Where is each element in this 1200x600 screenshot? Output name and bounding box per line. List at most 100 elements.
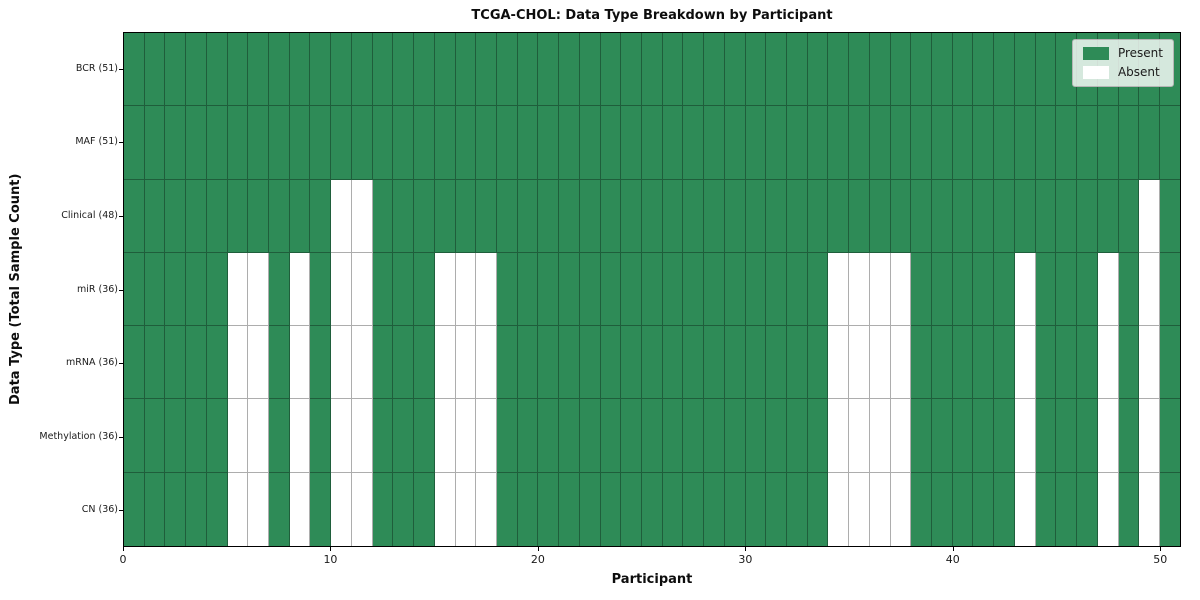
y-tick-label: Methylation (36) [39, 430, 118, 442]
heatmap-cell-present [1035, 179, 1057, 253]
heatmap-cell-present [911, 106, 933, 180]
heatmap-cell-present [662, 106, 684, 180]
heatmap-cell-present [372, 326, 394, 400]
heatmap-cell-present [1035, 399, 1057, 473]
heatmap-cell-present [124, 399, 145, 473]
heatmap-cell-absent [227, 326, 249, 400]
heatmap-cell-absent [351, 252, 373, 327]
heatmap-cell-absent [476, 472, 497, 546]
heatmap-cell-present [186, 179, 207, 253]
heatmap-cell-present [496, 106, 518, 180]
heatmap-cell-present [745, 106, 767, 180]
heatmap-cell-present [538, 252, 560, 327]
heatmap-row [124, 33, 1180, 107]
heatmap-cell-present [1139, 106, 1160, 180]
heatmap-cell-present [621, 106, 642, 180]
heatmap-cell-present [372, 399, 394, 473]
x-tick-label: 0 [119, 553, 127, 566]
y-tick-mark [119, 363, 123, 365]
heatmap-cell-present [289, 106, 311, 180]
heatmap-cell-absent [331, 179, 352, 253]
heatmap-cell-present [1077, 179, 1098, 253]
heatmap-cell-present [828, 33, 850, 107]
heatmap-cell-present [269, 252, 290, 327]
heatmap-cell-present [1014, 179, 1036, 253]
y-tick-label: miR (36) [76, 283, 118, 295]
heatmap-cell-present [517, 252, 539, 327]
heatmap-cell-present [289, 179, 311, 253]
heatmap-cell-present [455, 33, 477, 107]
heatmap-cell-present [621, 252, 642, 327]
heatmap-cell-absent [828, 399, 850, 473]
heatmap-cell-present [787, 106, 808, 180]
heatmap-cell-present [496, 179, 518, 253]
heatmap-cell-absent [1139, 399, 1160, 473]
heatmap-cell-present [496, 472, 518, 546]
heatmap-cell-present [787, 326, 808, 400]
heatmap-cell-present [1056, 252, 1078, 327]
heatmap-cell-present [973, 179, 995, 253]
y-tick-mark [119, 215, 123, 217]
heatmap-cell-present [372, 33, 394, 107]
heatmap-cell-absent [434, 399, 456, 473]
heatmap-cell-present [1118, 399, 1140, 473]
heatmap-row [124, 399, 1180, 473]
heatmap-cell-present [579, 33, 601, 107]
heatmap-cell-present [849, 106, 870, 180]
heatmap-cell-absent [1139, 326, 1160, 400]
heatmap-cell-present [206, 252, 228, 327]
heatmap-cell-absent [455, 326, 477, 400]
heatmap-cell-present [206, 179, 228, 253]
heatmap-cell-present [994, 106, 1015, 180]
heatmap-cell-present [683, 106, 705, 180]
heatmap-cell-present [828, 106, 850, 180]
heatmap-cell-present [683, 472, 705, 546]
heatmap-cell-present [600, 472, 622, 546]
heatmap-cell-present [1159, 252, 1180, 327]
heatmap-cell-present [662, 399, 684, 473]
heatmap-cell-absent [1097, 252, 1119, 327]
heatmap-cell-present [393, 33, 415, 107]
heatmap-cell-present [621, 399, 642, 473]
heatmap-cell-absent [1139, 252, 1160, 327]
heatmap-cell-present [476, 179, 497, 253]
heatmap-cell-absent [828, 472, 850, 546]
heatmap-cell-present [641, 326, 663, 400]
heatmap-cell-present [807, 326, 829, 400]
heatmap-cell-present [517, 399, 539, 473]
x-tick-label: 10 [323, 553, 338, 566]
heatmap-cell-present [724, 326, 746, 400]
heatmap-cell-present [124, 472, 145, 546]
heatmap-cell-present [1077, 326, 1098, 400]
heatmap-cell-present [932, 33, 953, 107]
heatmap-cell-absent [227, 252, 249, 327]
heatmap-cell-present [248, 33, 270, 107]
heatmap-cell-present [828, 179, 850, 253]
heatmap-cell-present [579, 399, 601, 473]
heatmap-cell-present [165, 33, 187, 107]
heatmap-cell-present [206, 399, 228, 473]
heatmap-cell-present [269, 472, 290, 546]
heatmap-cell-absent [869, 399, 891, 473]
heatmap-cell-present [1118, 472, 1140, 546]
heatmap-cell-absent [351, 179, 373, 253]
heatmap-cell-present [351, 33, 373, 107]
heatmap-cell-present [1014, 106, 1036, 180]
heatmap-cell-present [683, 326, 705, 400]
heatmap-row [124, 252, 1180, 327]
heatmap-cell-present [144, 252, 166, 327]
heatmap-cell-absent [476, 252, 497, 327]
heatmap-cell-present [683, 252, 705, 327]
heatmap-cell-present [932, 179, 953, 253]
heatmap-row [124, 326, 1180, 400]
heatmap-cell-present [932, 399, 953, 473]
heatmap-cell-present [890, 106, 912, 180]
heatmap-cell-present [911, 472, 933, 546]
heatmap-cell-present [766, 399, 787, 473]
heatmap-cell-absent [434, 472, 456, 546]
heatmap-cell-present [807, 399, 829, 473]
heatmap-cell-present [269, 33, 290, 107]
heatmap-cell-present [414, 33, 435, 107]
heatmap-cell-present [186, 33, 207, 107]
heatmap-cell-present [952, 399, 974, 473]
